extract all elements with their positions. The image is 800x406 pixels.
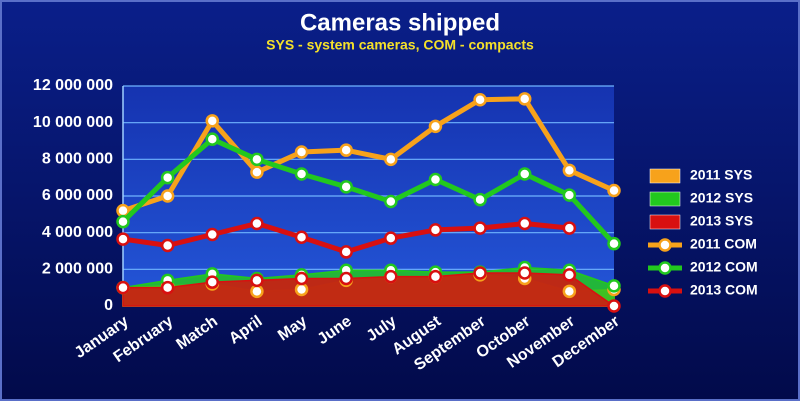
- point-marker: [250, 273, 264, 288]
- point-marker: [428, 269, 443, 284]
- line: [122, 96, 616, 214]
- point-marker: [339, 143, 353, 157]
- point-marker: [473, 192, 487, 207]
- legend-swatch: [649, 191, 681, 207]
- point-marker: [562, 221, 577, 235]
- point-marker: [607, 183, 621, 198]
- point-marker: [250, 152, 264, 167]
- legend-swatch: [649, 214, 681, 230]
- point-marker: [562, 268, 577, 282]
- y-tick-label: 4 000 000: [42, 224, 113, 241]
- point-marker: [294, 230, 309, 244]
- point-marker: [205, 275, 220, 289]
- legend-marker: [658, 284, 672, 298]
- point-marker: [473, 221, 487, 235]
- point-marker: [339, 180, 353, 194]
- point-marker: [339, 271, 353, 286]
- point-marker: [473, 93, 487, 107]
- legend-label: 2012 SYS: [690, 190, 753, 206]
- y-tick-label: 2 000 000: [42, 261, 113, 278]
- point-marker: [339, 245, 353, 259]
- point-marker: [205, 132, 220, 146]
- point-marker: [250, 216, 264, 231]
- point-marker: [294, 282, 309, 297]
- point-marker: [160, 189, 175, 203]
- point-marker: [562, 188, 577, 202]
- point-marker: [294, 271, 309, 286]
- point-marker: [428, 119, 443, 134]
- y-tick-label: 12 000 000: [33, 77, 113, 94]
- point-marker: [250, 165, 264, 179]
- legend-marker: [658, 238, 672, 252]
- legend-label: 2011 COM: [690, 236, 757, 252]
- point-marker: [562, 163, 577, 178]
- point-marker: [116, 214, 130, 229]
- area: [122, 272, 617, 307]
- point-marker: [607, 236, 621, 251]
- point-marker: [384, 152, 398, 167]
- point-marker: [517, 216, 532, 231]
- point-marker: [205, 227, 220, 242]
- point-marker: [428, 223, 443, 237]
- point-marker: [473, 266, 487, 280]
- point-marker: [160, 280, 175, 295]
- legend-marker: [658, 261, 672, 275]
- point-marker: [384, 269, 398, 284]
- point-marker: [607, 299, 621, 313]
- point-marker: [607, 279, 621, 293]
- point-marker: [116, 232, 130, 246]
- legend-swatch: [649, 168, 681, 184]
- legend-label: 2013 SYS: [690, 213, 753, 229]
- legend-label: 2013 COM: [690, 282, 758, 298]
- legend-label: 2011 SYS: [690, 167, 752, 183]
- point-marker: [160, 238, 175, 253]
- point-marker: [517, 92, 532, 106]
- point-marker: [562, 284, 577, 299]
- legend-label: 2012 COM: [690, 259, 758, 275]
- point-marker: [428, 172, 443, 187]
- y-tick-label: 8 000 000: [42, 151, 113, 168]
- chart-subtitle: SYS - system cameras, COM - compacts: [266, 37, 534, 53]
- line: [121, 136, 616, 246]
- point-marker: [250, 284, 264, 299]
- y-tick-label: 0: [104, 297, 113, 314]
- y-tick-label: 10 000 000: [33, 114, 113, 131]
- point-marker: [384, 194, 398, 209]
- y-tick-label: 6 000 000: [42, 187, 113, 204]
- point-marker: [294, 167, 309, 181]
- chart-title: Cameras shipped: [300, 9, 500, 36]
- point-marker: [517, 266, 532, 280]
- point-marker: [160, 170, 175, 185]
- point-marker: [205, 114, 220, 128]
- point-marker: [294, 145, 309, 159]
- point-marker: [517, 167, 532, 181]
- point-marker: [116, 280, 130, 295]
- point-marker: [384, 231, 398, 245]
